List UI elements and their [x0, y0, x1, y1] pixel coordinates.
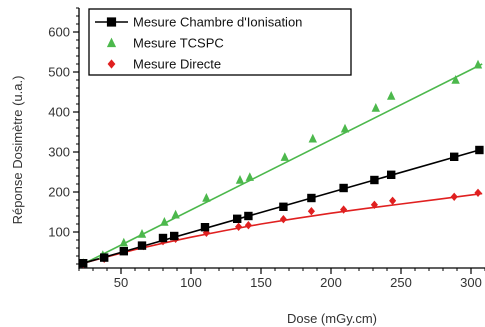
data-point — [339, 183, 348, 193]
x-axis-title: Dose (mGy.cm) — [287, 311, 377, 326]
data-point — [340, 123, 350, 133]
data-point — [200, 223, 210, 232]
x-tick-label: 150 — [250, 275, 272, 290]
x-tick-label: 300 — [460, 275, 482, 290]
y-tick-label: 200 — [48, 185, 70, 200]
data-point — [119, 247, 128, 256]
data-point — [387, 170, 396, 179]
data-point — [450, 192, 458, 201]
legend: Mesure Chambre d'Ionisation Mesure TCSPC M… — [88, 8, 352, 76]
data-point — [158, 233, 168, 243]
data-point — [308, 133, 317, 143]
fit-line — [82, 192, 483, 264]
data-point — [280, 152, 289, 161]
legend-label: Mesure Chambre d'Ionisation — [133, 15, 302, 30]
x-tick-label: 250 — [390, 275, 412, 290]
data-point — [370, 200, 378, 209]
data-point — [370, 175, 379, 185]
data-points — [79, 59, 484, 269]
axes: 50 100 150 200 250 300 100 200 300 400 500 600 — [48, 7, 485, 290]
legend-box — [88, 8, 352, 76]
data-point — [245, 172, 254, 181]
data-point — [475, 145, 484, 155]
y-tick-label: 300 — [48, 145, 70, 160]
data-point — [450, 152, 459, 161]
data-point — [279, 215, 287, 224]
legend-marker — [106, 37, 117, 48]
fit-line — [82, 63, 483, 265]
data-point — [100, 253, 109, 262]
y-tick-label: 500 — [48, 65, 70, 80]
data-point — [451, 75, 460, 84]
data-point — [371, 103, 380, 112]
data-point — [119, 237, 128, 247]
data-point — [473, 59, 483, 69]
data-point — [244, 221, 252, 230]
y-tick-label: 600 — [48, 25, 70, 40]
data-point — [307, 207, 315, 216]
data-point — [233, 214, 242, 223]
data-point — [202, 193, 211, 202]
data-point — [235, 175, 245, 184]
x-tick-label: 50 — [114, 275, 128, 290]
data-point — [160, 217, 169, 226]
data-point — [137, 241, 147, 250]
data-point — [171, 209, 180, 219]
data-point — [79, 259, 88, 268]
legend-marker — [106, 17, 117, 27]
data-point — [340, 205, 348, 214]
y-axis-title: Réponse Dosimètre (u.a.) — [10, 76, 25, 225]
data-point — [307, 193, 316, 203]
data-point — [235, 222, 243, 231]
data-point — [279, 202, 288, 211]
x-tick-label: 100 — [180, 275, 202, 290]
data-point — [137, 229, 147, 238]
data-point — [389, 196, 397, 205]
data-point — [387, 91, 396, 100]
legend-marker — [107, 59, 116, 69]
data-point — [244, 211, 253, 221]
y-tick-label: 100 — [48, 225, 70, 240]
x-tick-label: 200 — [320, 275, 342, 290]
data-point — [170, 231, 179, 241]
legend-label: Mesure TCSPC — [133, 36, 224, 51]
legend-label: Mesure Directe — [133, 57, 221, 72]
y-tick-label: 400 — [48, 105, 70, 120]
data-point — [474, 188, 482, 197]
